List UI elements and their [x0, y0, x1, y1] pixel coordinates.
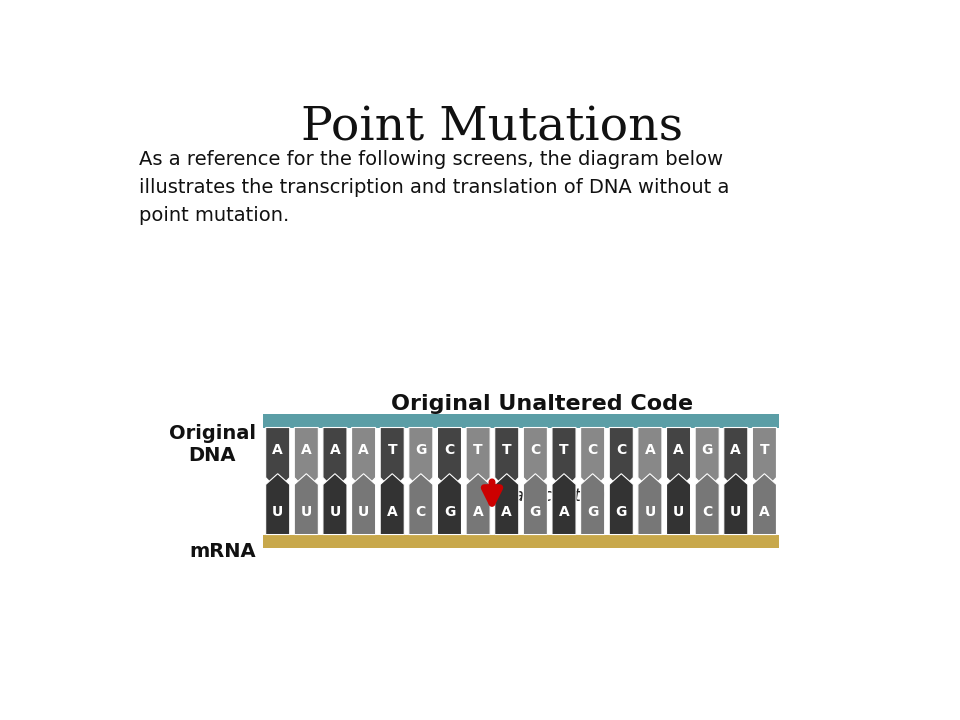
Text: Original
DNA: Original DNA	[169, 424, 255, 465]
Polygon shape	[323, 474, 347, 534]
Polygon shape	[666, 474, 690, 534]
Polygon shape	[753, 474, 777, 534]
Text: T: T	[759, 443, 769, 457]
Text: G: G	[530, 505, 541, 519]
Text: As a reference for the following screens, the diagram below
illustrates the tran: As a reference for the following screens…	[139, 150, 730, 225]
Polygon shape	[552, 474, 576, 534]
Text: C: C	[588, 443, 598, 457]
Polygon shape	[666, 428, 690, 490]
Text: A: A	[472, 505, 484, 519]
Text: G: G	[615, 505, 627, 519]
Text: A: A	[358, 443, 369, 457]
Text: G: G	[444, 505, 455, 519]
Text: A: A	[387, 505, 397, 519]
Text: G: G	[587, 505, 598, 519]
Text: A: A	[501, 505, 512, 519]
Text: T: T	[502, 443, 512, 457]
Text: U: U	[358, 505, 370, 519]
Text: A: A	[300, 443, 312, 457]
Polygon shape	[494, 428, 518, 490]
Polygon shape	[438, 474, 462, 534]
Polygon shape	[351, 474, 375, 534]
Text: C: C	[530, 443, 540, 457]
Text: U: U	[272, 505, 283, 519]
Text: C: C	[444, 443, 455, 457]
Text: U: U	[644, 505, 656, 519]
Polygon shape	[351, 428, 375, 490]
Polygon shape	[610, 474, 634, 534]
Polygon shape	[523, 474, 547, 534]
Polygon shape	[467, 428, 491, 490]
Text: T: T	[559, 443, 569, 457]
Polygon shape	[409, 428, 433, 490]
Text: A: A	[644, 443, 656, 457]
Text: C: C	[616, 443, 626, 457]
Polygon shape	[295, 428, 319, 490]
Text: U: U	[731, 505, 741, 519]
Text: Transcription: Transcription	[498, 487, 606, 505]
Text: A: A	[273, 443, 283, 457]
Polygon shape	[552, 428, 576, 490]
Text: U: U	[673, 505, 684, 519]
Text: A: A	[673, 443, 684, 457]
Text: T: T	[388, 443, 397, 457]
Text: mRNA: mRNA	[189, 542, 255, 562]
Polygon shape	[695, 428, 719, 490]
Polygon shape	[753, 428, 777, 490]
Polygon shape	[523, 428, 547, 490]
Text: Original Unaltered Code: Original Unaltered Code	[392, 394, 693, 414]
Polygon shape	[266, 474, 290, 534]
Polygon shape	[263, 414, 779, 428]
Polygon shape	[409, 474, 433, 534]
Text: C: C	[416, 505, 426, 519]
Text: Point Mutations: Point Mutations	[301, 106, 683, 151]
Text: G: G	[702, 443, 713, 457]
Text: C: C	[702, 505, 712, 519]
Text: A: A	[329, 443, 341, 457]
Polygon shape	[266, 428, 290, 490]
Polygon shape	[323, 428, 347, 490]
Text: T: T	[473, 443, 483, 457]
Polygon shape	[581, 428, 605, 490]
Text: G: G	[415, 443, 426, 457]
Text: A: A	[731, 443, 741, 457]
Polygon shape	[610, 428, 634, 490]
Polygon shape	[695, 474, 719, 534]
Polygon shape	[380, 428, 404, 490]
Text: U: U	[300, 505, 312, 519]
Text: U: U	[329, 505, 341, 519]
Polygon shape	[637, 474, 662, 534]
Polygon shape	[380, 474, 404, 534]
Polygon shape	[295, 474, 319, 534]
Polygon shape	[263, 534, 779, 549]
Polygon shape	[467, 474, 491, 534]
Polygon shape	[724, 428, 748, 490]
Text: A: A	[559, 505, 569, 519]
Text: A: A	[759, 505, 770, 519]
Polygon shape	[438, 428, 462, 490]
Polygon shape	[494, 474, 518, 534]
Polygon shape	[724, 474, 748, 534]
Polygon shape	[581, 474, 605, 534]
Polygon shape	[637, 428, 662, 490]
